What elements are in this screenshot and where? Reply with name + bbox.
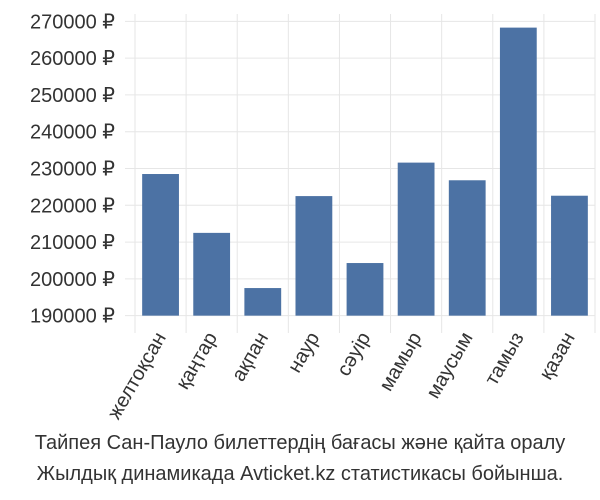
y-tick-label: 230000 ₽	[30, 159, 115, 181]
bar	[551, 195, 588, 316]
x-tick-label: маусым	[422, 329, 477, 403]
grid-layer	[125, 14, 596, 333]
x-tick-label: қаңтар	[172, 329, 222, 394]
y-tick-label: 200000 ₽	[30, 269, 115, 291]
y-tick-label: 240000 ₽	[30, 122, 115, 144]
y-tick-label: 270000 ₽	[30, 11, 115, 33]
x-tick-label: сәуір	[333, 329, 375, 380]
x-tick-label: наур	[284, 329, 324, 377]
y-tick-label: 220000 ₽	[30, 195, 115, 217]
bar	[142, 174, 179, 316]
bar	[397, 162, 435, 316]
bar	[244, 288, 282, 316]
bar-chart: 190000 ₽ 200000 ₽ 210000 ₽ 220000 ₽ 230000 ₽…	[30, 11, 596, 423]
bar	[295, 196, 333, 316]
chart-caption-line-2: Жылдық динамикада Avticket.kz статистика…	[36, 463, 564, 485]
x-tick-label: қазан	[535, 329, 580, 384]
y-tick-label: 260000 ₽	[30, 48, 115, 70]
x-tick-label: тамыз	[481, 329, 529, 390]
label-layer: 190000 ₽ 200000 ₽ 210000 ₽ 220000 ₽ 230000 ₽…	[30, 11, 580, 423]
bar	[499, 27, 537, 316]
x-tick-label: мамыр	[375, 329, 426, 396]
bar	[346, 263, 384, 316]
x-tick-label: желтоқсан	[104, 329, 171, 424]
y-tick-label: 250000 ₽	[30, 85, 115, 107]
bar	[448, 180, 486, 316]
bar-layer	[142, 27, 588, 316]
x-tick-label: ақпан	[228, 329, 273, 386]
y-tick-label: 190000 ₽	[30, 306, 115, 328]
bar	[193, 232, 231, 316]
chart-caption-line-1: Тайпея Сан-Пауло билеттердің бағасы және…	[34, 432, 566, 454]
y-tick-label: 210000 ₽	[30, 232, 115, 254]
